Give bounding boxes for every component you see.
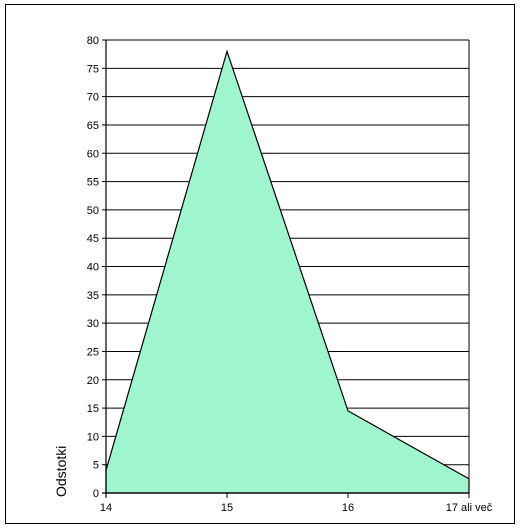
y-tick-label-65: 65 [87, 120, 99, 132]
y-tick-label-10: 10 [87, 431, 99, 443]
x-tick-labels: 14 15 16 17 ali več [100, 493, 493, 514]
y-tick-label-5: 5 [93, 460, 99, 472]
y-tick-label-35: 35 [87, 290, 99, 302]
y-tick-label-0: 0 [93, 488, 99, 500]
y-tick-labels: 0 5 10 15 20 25 30 35 40 45 50 55 60 65 70 75 80 [87, 35, 106, 500]
axes [102, 40, 470, 497]
x-tick-label-0: 14 [100, 502, 112, 514]
y-tick-label-45: 45 [87, 233, 99, 245]
y-tick-label-20: 20 [87, 375, 99, 387]
y-tick-label-80: 80 [87, 35, 99, 47]
y-tick-label-40: 40 [87, 262, 99, 274]
y-tick-label-50: 50 [87, 205, 99, 217]
y-tick-label-30: 30 [87, 318, 99, 330]
y-tick-label-75: 75 [87, 63, 99, 75]
x-tick-label-3: 17 ali več [446, 502, 493, 514]
y-tick-label-70: 70 [87, 92, 99, 104]
y-tick-label-15: 15 [87, 403, 99, 415]
y-tick-label-25: 25 [87, 346, 99, 358]
y-tick-label-55: 55 [87, 177, 99, 189]
x-tick-label-2: 16 [342, 502, 354, 514]
area-series [105, 49, 470, 494]
x-tick-label-1: 15 [221, 502, 233, 514]
y-tick-label-60: 60 [87, 148, 99, 160]
y-axis-title: Odstotki [53, 446, 69, 497]
